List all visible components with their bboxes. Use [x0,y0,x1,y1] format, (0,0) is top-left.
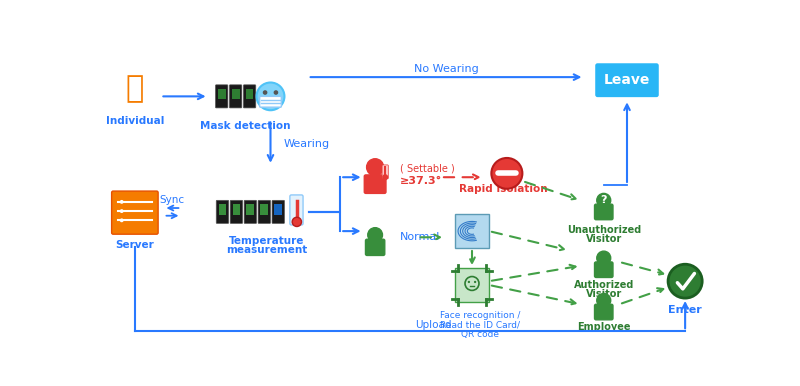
FancyBboxPatch shape [382,165,388,179]
FancyBboxPatch shape [230,85,242,108]
Circle shape [120,200,124,204]
Circle shape [668,264,702,298]
Text: Visitor: Visitor [586,289,622,299]
Circle shape [120,209,124,213]
FancyBboxPatch shape [246,204,254,215]
FancyBboxPatch shape [218,204,226,215]
Text: ?: ? [601,195,607,205]
Circle shape [597,293,610,307]
Text: Leave: Leave [604,73,650,87]
FancyBboxPatch shape [230,200,242,223]
Text: ( Settable ): ( Settable ) [400,164,454,174]
Text: Normal: Normal [400,232,440,242]
Text: Read the ID Card/: Read the ID Card/ [440,320,520,330]
FancyBboxPatch shape [244,200,257,223]
Text: Authorized: Authorized [574,280,634,290]
Circle shape [468,281,470,283]
FancyBboxPatch shape [246,89,254,100]
Circle shape [368,228,382,242]
Circle shape [383,175,387,179]
FancyBboxPatch shape [232,89,239,100]
Text: Upload: Upload [415,320,451,330]
Text: QR code: QR code [461,330,498,339]
Text: Rapid Isolation: Rapid Isolation [458,184,547,194]
Circle shape [474,281,476,283]
FancyBboxPatch shape [243,85,256,108]
FancyBboxPatch shape [455,214,489,248]
FancyBboxPatch shape [216,200,229,223]
Text: No Wearing: No Wearing [414,64,478,74]
Text: Employee: Employee [577,322,630,332]
FancyBboxPatch shape [258,200,270,223]
Text: Wearing: Wearing [284,139,330,149]
FancyBboxPatch shape [455,268,489,302]
FancyBboxPatch shape [595,63,658,97]
Circle shape [257,83,285,110]
FancyBboxPatch shape [272,200,285,223]
Text: Mask detection: Mask detection [201,121,291,130]
FancyBboxPatch shape [261,204,268,215]
FancyBboxPatch shape [112,191,158,234]
FancyBboxPatch shape [366,239,385,256]
Text: Face recognition /: Face recognition / [439,312,520,320]
Circle shape [597,193,610,207]
FancyBboxPatch shape [290,195,303,225]
Text: Individual: Individual [106,116,164,126]
FancyBboxPatch shape [274,204,282,215]
Text: measurement: measurement [226,245,307,256]
FancyBboxPatch shape [218,89,226,100]
Circle shape [274,90,278,95]
Text: Visitor: Visitor [586,234,622,244]
FancyBboxPatch shape [594,204,613,220]
Text: ≥37.3°: ≥37.3° [400,176,442,186]
Circle shape [597,251,610,265]
FancyBboxPatch shape [215,85,228,108]
Text: 👥: 👥 [126,74,144,103]
FancyBboxPatch shape [594,304,613,320]
Text: Server: Server [115,240,154,250]
FancyBboxPatch shape [233,204,240,215]
Circle shape [120,218,124,222]
FancyBboxPatch shape [594,262,613,278]
Circle shape [262,90,267,95]
Text: Temperature: Temperature [229,236,304,246]
Text: Enter: Enter [668,305,702,315]
Text: Unauthorized: Unauthorized [566,225,641,235]
FancyBboxPatch shape [364,175,386,193]
Text: Sync: Sync [159,195,185,205]
Circle shape [366,159,384,176]
Circle shape [292,217,302,227]
FancyBboxPatch shape [260,96,282,107]
Circle shape [491,158,522,189]
